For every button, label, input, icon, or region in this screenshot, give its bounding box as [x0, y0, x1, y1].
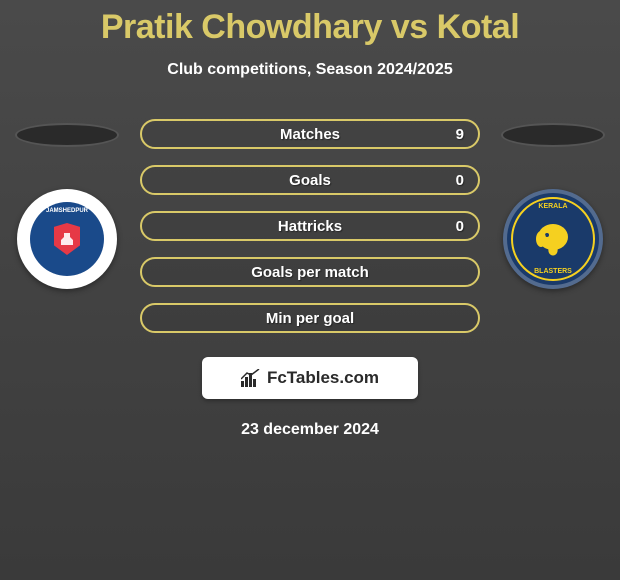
left-player-column: JAMSHEDPUR: [12, 119, 122, 289]
stat-row-matches: Matches 9: [140, 119, 480, 149]
elephant-icon: [531, 217, 575, 261]
right-player-column: KERALA BLASTERS: [498, 119, 608, 289]
left-player-ellipse: [15, 123, 119, 147]
stat-row-hattricks: Hattricks 0: [140, 211, 480, 241]
bars-icon: [241, 369, 261, 387]
stat-label: Hattricks: [278, 218, 342, 235]
stat-label: Matches: [280, 126, 340, 143]
page-subtitle: Club competitions, Season 2024/2025: [0, 61, 620, 79]
stat-value-right: 0: [456, 218, 464, 235]
brand-text: FcTables.com: [267, 368, 379, 388]
kerala-badge-ring: KERALA BLASTERS: [511, 197, 595, 281]
comparison-container: Pratik Chowdhary vs Kotal Club competiti…: [0, 0, 620, 439]
stat-row-goals: Goals 0: [140, 165, 480, 195]
left-club-badge: JAMSHEDPUR: [17, 189, 117, 289]
right-club-badge: KERALA BLASTERS: [503, 189, 603, 289]
kerala-text-bottom: BLASTERS: [534, 268, 572, 275]
kerala-text-top: KERALA: [538, 203, 567, 210]
stats-column: Matches 9 Goals 0 Hattricks 0 Goals per …: [140, 119, 480, 333]
page-title: Pratik Chowdhary vs Kotal: [0, 8, 620, 47]
stat-value-right: 9: [456, 126, 464, 143]
brand-box: FcTables.com: [202, 357, 418, 399]
jamshedpur-badge-text: JAMSHEDPUR: [46, 208, 88, 214]
jamshedpur-badge-inner: JAMSHEDPUR: [30, 202, 104, 276]
main-row: JAMSHEDPUR Matches 9 Goals 0 Hattri: [0, 119, 620, 333]
stat-value-right: 0: [456, 172, 464, 189]
stat-label: Goals: [289, 172, 331, 189]
shield-icon: [54, 223, 80, 255]
stat-row-min-per-goal: Min per goal: [140, 303, 480, 333]
footer-date: 23 december 2024: [0, 421, 620, 439]
stat-row-goals-per-match: Goals per match: [140, 257, 480, 287]
right-player-ellipse: [501, 123, 605, 147]
stat-label: Min per goal: [266, 310, 354, 327]
stat-label: Goals per match: [251, 264, 369, 281]
